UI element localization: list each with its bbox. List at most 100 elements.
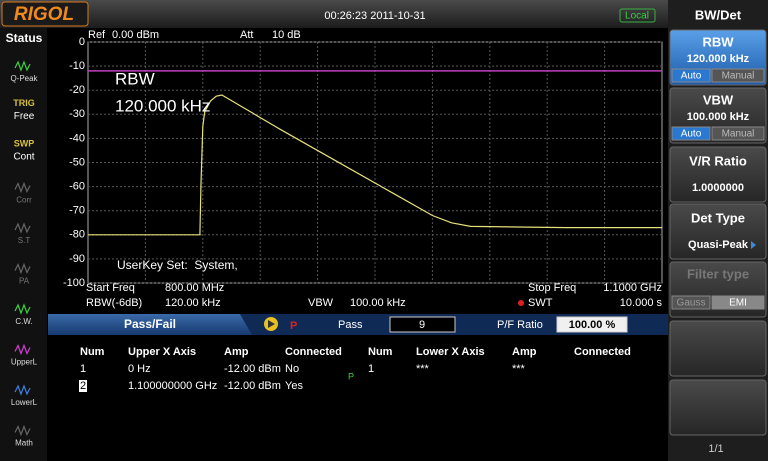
menu-option-label: Manual	[722, 129, 755, 140]
status-label: UpperL	[11, 358, 38, 367]
table-cell: 1	[368, 363, 374, 375]
status-icon	[14, 343, 31, 356]
ratio-box	[556, 316, 628, 333]
menu-label: V/R Ratio	[689, 153, 747, 168]
status-label: C.W.	[15, 317, 32, 326]
table-cell: -12.00 dBm	[224, 363, 281, 375]
menu-title: BW/Det	[695, 7, 742, 22]
menu-label: RBW	[702, 34, 734, 49]
menu-option-label: Gauss	[677, 298, 706, 309]
table-cell: 2	[80, 380, 86, 392]
status-label: Cont	[13, 152, 34, 163]
passfail-state: P	[290, 320, 297, 332]
table-cell: 1.100000000 GHz	[128, 380, 217, 392]
menu-label: Filter type	[687, 266, 749, 281]
status-title: Status	[6, 31, 43, 45]
y-tick-label: -60	[69, 181, 85, 193]
menu-option[interactable]	[671, 126, 711, 141]
status-label: Q-Peak	[10, 74, 38, 83]
menu-button[interactable]	[669, 320, 767, 377]
pass-count: 9	[419, 319, 425, 331]
menu-value: Quasi-Peak	[688, 239, 749, 251]
swt-dot	[518, 300, 524, 306]
status-icon	[14, 262, 31, 275]
menu-button[interactable]	[669, 379, 767, 436]
status-icon	[14, 60, 31, 72]
y-tick-label: 0	[79, 36, 85, 48]
ref-label: Ref	[88, 29, 106, 41]
menu-option[interactable]	[671, 295, 711, 310]
menu-value: 120.000 kHz	[687, 53, 750, 65]
rbw-label: RBW(-6dB)	[86, 297, 142, 309]
att-label: Att	[240, 29, 253, 41]
header-bar	[0, 0, 668, 28]
ref-value: 0.00 dBm	[112, 29, 159, 41]
row-cursor	[79, 380, 87, 392]
annotation: RBW	[115, 69, 155, 88]
menu-option-label: EMI	[729, 298, 747, 309]
menu-page: 1/1	[708, 443, 723, 455]
table-header: Num	[368, 346, 393, 358]
status-icon	[14, 181, 31, 194]
y-tick-label: -80	[69, 229, 85, 241]
status-top: TRIG	[13, 98, 35, 108]
table-header: Num	[80, 346, 105, 358]
table-header: Amp	[512, 346, 537, 358]
passfail-tab	[48, 314, 252, 335]
menu-value: 100.000 kHz	[687, 111, 750, 123]
menu-label: VBW	[703, 92, 734, 107]
menu-value: 1.0000000	[692, 182, 744, 194]
stop-label: Stop Freq	[528, 282, 576, 294]
menu-option[interactable]	[711, 295, 765, 310]
logo-box	[1, 1, 89, 27]
y-tick-label: -90	[69, 253, 85, 265]
table-marker: P	[348, 371, 354, 381]
vbw-label: VBW	[308, 297, 334, 309]
menu-option[interactable]	[711, 68, 765, 83]
table-cell: 0 Hz	[128, 363, 151, 375]
table-cell: Yes	[285, 380, 303, 392]
passfail-title: Pass/Fail	[124, 317, 176, 331]
status-top: SWP	[14, 138, 35, 148]
mode: Local	[625, 11, 649, 22]
x-tick-label: 1.1000 GHz	[603, 282, 662, 294]
y-tick-label: -10	[69, 60, 85, 72]
menu-label: Det Type	[691, 210, 745, 225]
menu-option-label: Auto	[681, 71, 702, 82]
table-header: Lower X Axis	[416, 346, 485, 358]
status-label: Corr	[16, 196, 32, 205]
status-label: Math	[15, 439, 33, 448]
x-tick-label: 800.00 MHz	[165, 282, 224, 294]
clock: 00:26:23 2011-10-31	[324, 10, 425, 22]
trace	[88, 94, 662, 236]
table-header: Amp	[224, 346, 249, 358]
status-label: PA	[19, 277, 30, 286]
table-cell: 1	[80, 363, 86, 375]
y-tick-label: -30	[69, 108, 85, 120]
start-label: Start Freq	[86, 282, 135, 294]
menu-option[interactable]	[711, 126, 765, 141]
rbw-value: 120.00 kHz	[165, 297, 221, 309]
mode-box	[619, 8, 656, 23]
y-tick-label: -40	[69, 132, 85, 144]
menu-button[interactable]	[669, 146, 767, 203]
vbw-value: 100.00 kHz	[350, 297, 406, 309]
y-tick-label: -50	[69, 156, 85, 168]
table-header: Upper X Axis	[128, 346, 196, 358]
att-value: 10 dB	[272, 29, 301, 41]
ratio-value: 100.00 %	[569, 319, 616, 331]
y-tick-label: -20	[69, 84, 85, 96]
pass-label: Pass	[338, 319, 363, 331]
menu-option[interactable]	[671, 68, 711, 83]
status-label: LowerL	[11, 398, 38, 407]
table-cell: ***	[416, 363, 430, 375]
run-glyph	[268, 320, 275, 328]
status-label: Free	[14, 111, 35, 122]
annotation: 120.000 kHz	[115, 96, 210, 115]
menu-button[interactable]	[669, 203, 767, 260]
status-label: S.T	[18, 236, 31, 245]
table-cell: -12.00 dBm	[224, 380, 281, 392]
menu-option-label: Auto	[681, 129, 702, 140]
status-icon	[14, 424, 31, 437]
